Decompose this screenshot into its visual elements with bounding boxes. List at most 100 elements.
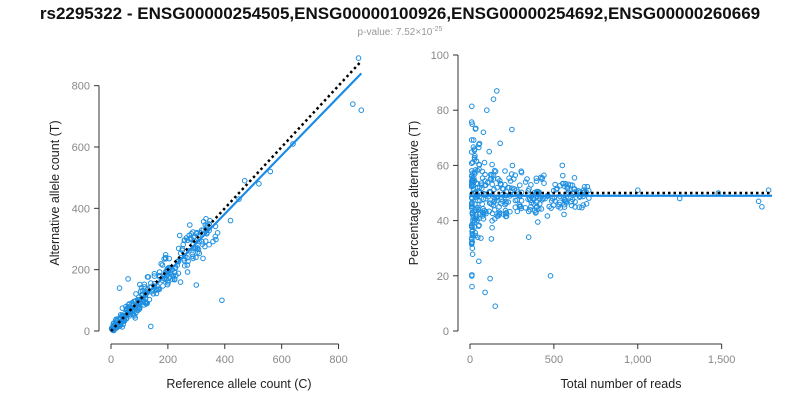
data-point xyxy=(184,237,191,244)
x-tick-label: 1,000 xyxy=(624,354,652,366)
data-point xyxy=(531,201,537,207)
data-point xyxy=(503,209,510,216)
data-point xyxy=(476,141,482,148)
data-point xyxy=(507,208,513,215)
data-point xyxy=(468,203,475,210)
y-tick-label: 60 xyxy=(437,160,449,172)
data-point xyxy=(113,322,119,329)
y-tick-label: 400 xyxy=(72,203,90,215)
data-point xyxy=(469,251,476,257)
data-point xyxy=(489,210,496,217)
data-point xyxy=(499,185,506,192)
axes-layer: 0 200 400 600 800 0 200 400 600 800 xyxy=(72,81,348,366)
data-point xyxy=(507,178,514,184)
data-point xyxy=(524,176,530,182)
data-point xyxy=(572,199,578,205)
data-point xyxy=(533,175,540,182)
data-point xyxy=(193,254,199,261)
data-point xyxy=(555,203,562,210)
data-point xyxy=(518,197,525,204)
chart-title: rs2295322 - ENSG00000254505,ENSG00000100… xyxy=(40,4,760,23)
data-point xyxy=(175,270,182,277)
data-point xyxy=(469,121,476,127)
data-point xyxy=(214,230,221,236)
data-point xyxy=(139,295,145,302)
data-point xyxy=(541,180,547,186)
data-point xyxy=(184,269,191,275)
data-point xyxy=(151,270,158,277)
data-point xyxy=(512,204,519,210)
data-point xyxy=(506,175,512,181)
y-tick-label: 40 xyxy=(437,216,449,228)
data-point xyxy=(489,181,496,188)
data-point xyxy=(469,231,476,238)
data-point xyxy=(135,307,141,314)
data-point xyxy=(503,213,510,219)
fit-line xyxy=(110,72,363,332)
data-point xyxy=(518,168,525,174)
y-tick-label: 80 xyxy=(437,105,449,117)
data-point xyxy=(479,175,486,181)
data-point xyxy=(538,174,544,181)
data-point xyxy=(486,148,493,155)
data-point xyxy=(563,200,570,206)
data-point xyxy=(161,256,167,262)
data-point xyxy=(470,144,477,150)
x-tick-label: 600 xyxy=(272,354,290,366)
data-point xyxy=(148,323,154,330)
data-point xyxy=(350,101,356,107)
data-point xyxy=(469,180,475,186)
data-point xyxy=(502,168,508,174)
data-point xyxy=(553,186,560,193)
data-points xyxy=(468,88,772,310)
data-point xyxy=(484,107,490,113)
data-point xyxy=(116,285,123,291)
x-axis-label: Total number of reads xyxy=(561,377,682,391)
data-point xyxy=(190,253,196,260)
data-point xyxy=(472,153,478,159)
data-point xyxy=(171,276,178,283)
data-point xyxy=(194,229,200,236)
x-tick-label: 500 xyxy=(545,354,563,366)
data-point xyxy=(560,180,567,187)
chart-subtitle: p-value: 7.52×10-25 xyxy=(358,26,443,38)
data-point xyxy=(355,55,362,61)
data-point xyxy=(505,199,512,205)
data-point xyxy=(468,137,475,143)
data-point xyxy=(469,182,475,189)
x-tick-label: 200 xyxy=(159,354,177,366)
data-point xyxy=(561,211,567,218)
data-point xyxy=(476,258,482,265)
data-point xyxy=(473,216,479,222)
data-point xyxy=(131,313,138,319)
data-point xyxy=(202,238,209,244)
data-point xyxy=(490,96,497,102)
data-point xyxy=(502,182,508,188)
data-point xyxy=(522,179,529,185)
data-point xyxy=(241,177,248,184)
data-point xyxy=(181,262,188,269)
data-point xyxy=(489,161,495,168)
data-point xyxy=(468,222,475,229)
p-value-text: p-value: 7.52×10 xyxy=(358,27,433,38)
data-point xyxy=(528,182,534,188)
data-point xyxy=(195,246,202,253)
data-point xyxy=(533,204,540,211)
data-point xyxy=(532,210,539,216)
reference-line xyxy=(110,60,363,332)
data-point xyxy=(155,286,162,292)
data-point xyxy=(470,137,477,143)
data-point xyxy=(477,211,483,218)
data-point xyxy=(492,303,499,310)
data-point xyxy=(480,213,486,219)
data-point xyxy=(206,227,212,234)
data-point xyxy=(538,206,545,212)
y-tick-label: 600 xyxy=(72,142,90,154)
data-point xyxy=(144,300,150,307)
data-point xyxy=(533,178,540,184)
data-point xyxy=(494,184,500,191)
data-point xyxy=(141,281,148,288)
data-point xyxy=(635,187,641,193)
x-tick-label: 1,500 xyxy=(708,354,736,366)
data-point xyxy=(472,232,479,239)
